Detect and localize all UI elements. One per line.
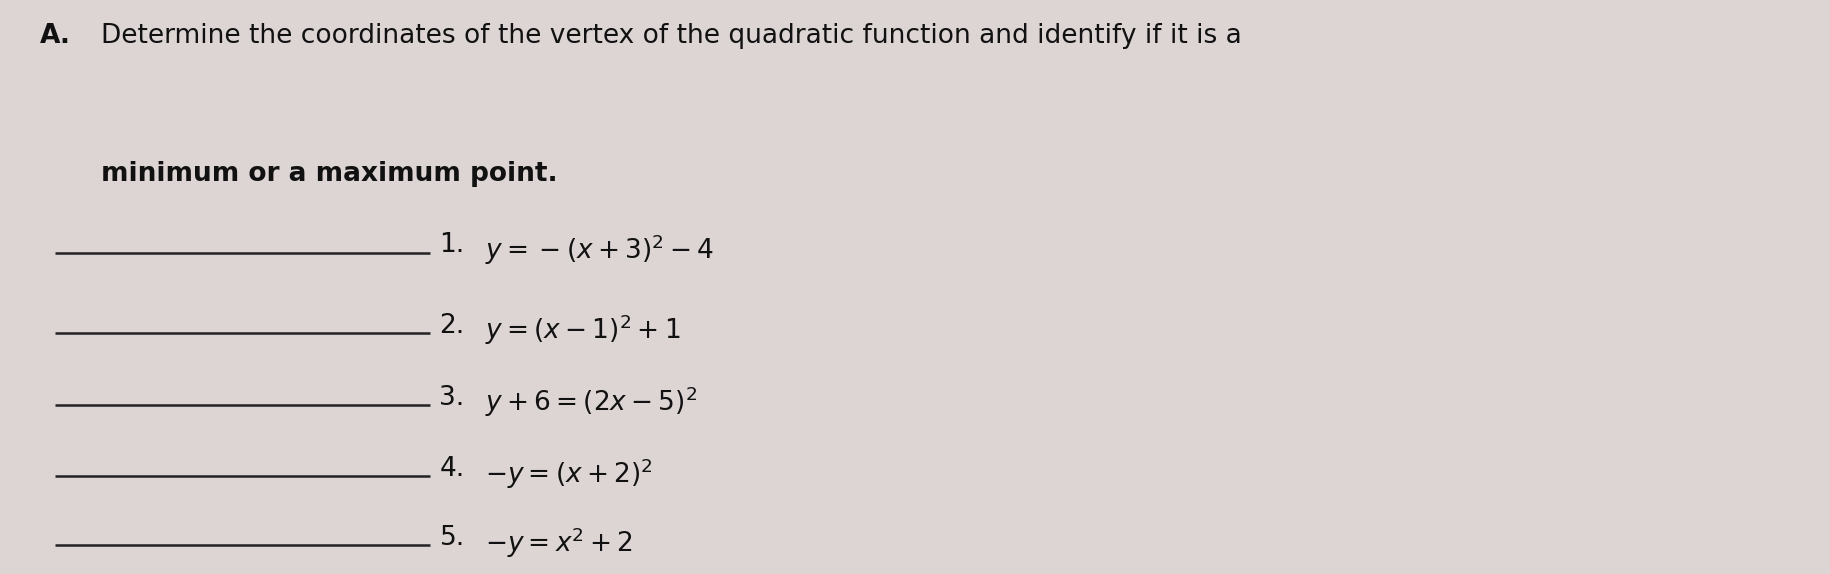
Text: minimum or a maximum point.: minimum or a maximum point. [101, 161, 556, 187]
Text: 2.: 2. [439, 313, 465, 339]
Text: A.: A. [40, 23, 71, 49]
Text: $y = (x - 1)^2 + 1$: $y = (x - 1)^2 + 1$ [485, 313, 681, 347]
Text: $-y = (x + 2)^2$: $-y = (x + 2)^2$ [485, 456, 653, 491]
Text: $y = -(x + 3)^2 - 4$: $y = -(x + 3)^2 - 4$ [485, 232, 714, 267]
Text: 3.: 3. [439, 385, 465, 410]
Text: $y + 6 = (2x - 5)^2$: $y + 6 = (2x - 5)^2$ [485, 385, 697, 419]
Text: 1.: 1. [439, 232, 465, 258]
Text: 5.: 5. [439, 525, 465, 551]
Text: $-y = x^2 + 2$: $-y = x^2 + 2$ [485, 525, 633, 560]
Text: 4.: 4. [439, 456, 465, 482]
Text: Determine the coordinates of the vertex of the quadratic function and identify i: Determine the coordinates of the vertex … [101, 23, 1241, 49]
